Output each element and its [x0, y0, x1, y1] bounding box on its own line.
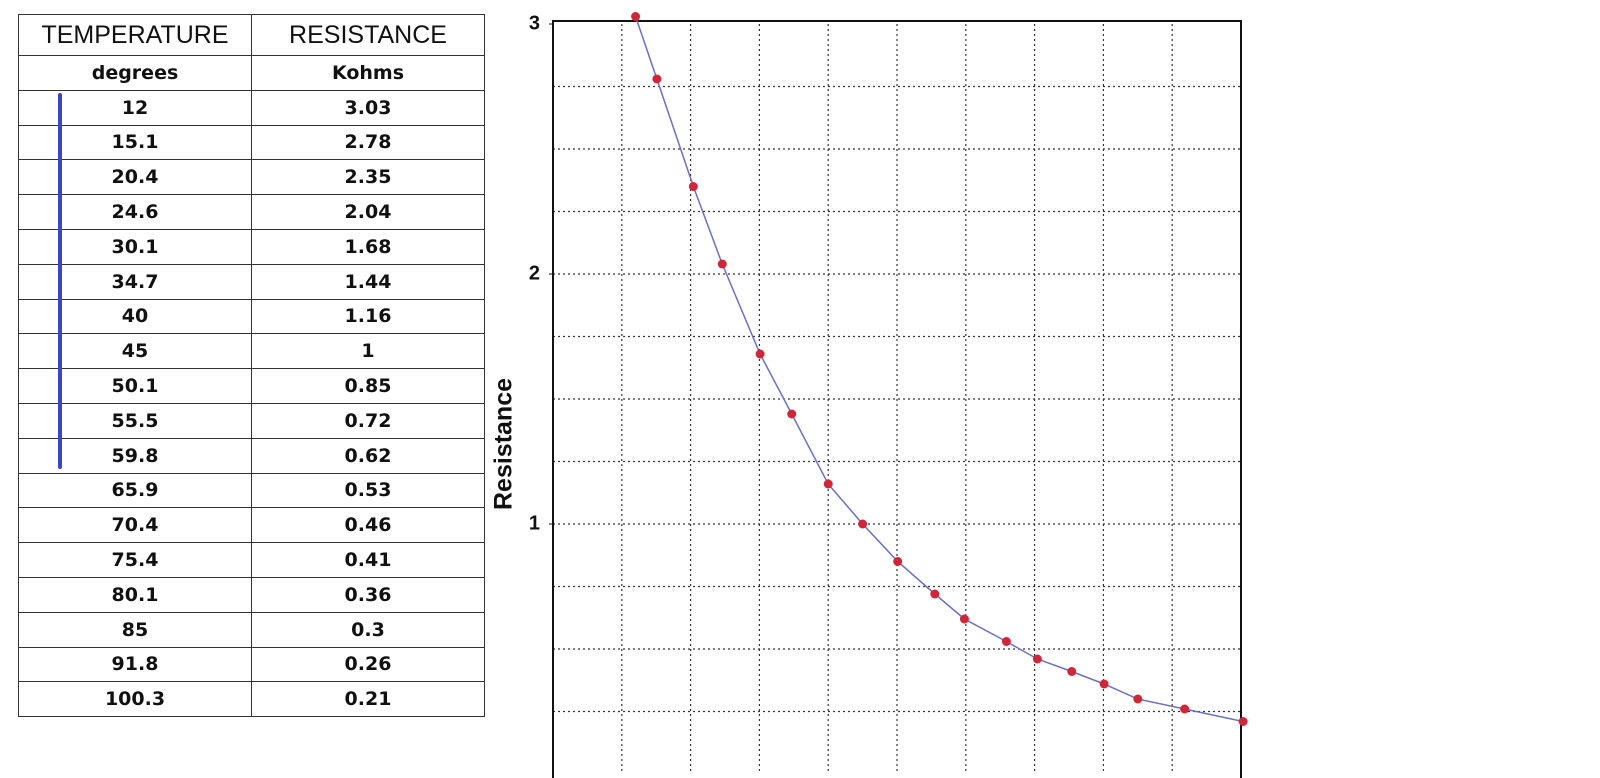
table-cell: 65.9 — [18, 472, 252, 509]
table-row: 24.6 2.04 — [18, 194, 485, 230]
table-cell: 0.36 — [251, 576, 485, 613]
table-row: 40 1.16 — [18, 298, 485, 335]
table-cell: 0.26 — [251, 646, 485, 683]
data-point — [787, 409, 797, 419]
data-point — [717, 259, 727, 269]
y-tick-label: 1 — [529, 512, 540, 534]
data-point — [1032, 654, 1042, 664]
data-point — [631, 12, 641, 21]
table-row: 91.8 0.26 — [18, 646, 485, 683]
y-axis-label: Resistance — [490, 378, 518, 510]
y-tick-label: 2 — [529, 262, 540, 284]
table-cell: 0.85 — [251, 368, 485, 404]
table-row: 34.7 1.44 — [18, 263, 485, 300]
data-point — [1133, 694, 1143, 704]
units-row: degrees Kohms — [18, 55, 485, 91]
data-point — [1238, 717, 1248, 726]
table-row: 45 1 — [18, 333, 485, 370]
table-row: 30.1 1.68 — [18, 228, 485, 265]
table-cell: 1 — [251, 333, 485, 370]
data-point — [688, 182, 698, 191]
table-cell: 100.3 — [18, 681, 252, 718]
unit-cell: degrees — [18, 55, 252, 91]
header-cell: TEMPERATURE — [18, 14, 252, 56]
table-row: 55.5 0.72 — [18, 402, 485, 439]
data-line — [634, 16, 1244, 723]
table-cell: 1.68 — [251, 228, 485, 265]
table-row: 80.1 0.36 — [18, 576, 485, 613]
data-point — [893, 557, 903, 566]
data-point — [823, 479, 833, 489]
header-cell: RESISTANCE — [251, 14, 485, 56]
data-point — [1001, 637, 1011, 646]
table-cell: 0.21 — [251, 681, 485, 718]
table-cell: 2.35 — [251, 159, 485, 196]
data-point — [652, 74, 662, 84]
table-cell: 55.5 — [18, 402, 252, 439]
table-cell: 20.4 — [18, 159, 252, 196]
table-row: 15.1 2.78 — [18, 124, 485, 161]
data-point — [930, 589, 940, 599]
table-cell: 1.16 — [251, 298, 485, 335]
data-table: TEMPERATURE RESISTANCE degrees Kohms 12 3… — [18, 14, 485, 718]
table-cell: 24.6 — [18, 194, 252, 230]
highlight-bar — [58, 93, 62, 469]
table-cell: 45 — [18, 333, 252, 370]
data-point — [1067, 667, 1077, 676]
table-cell: 34.7 — [18, 263, 252, 300]
data-point — [1180, 704, 1190, 714]
table-cell: 40 — [18, 298, 252, 335]
table-row: 20.4 2.35 — [18, 159, 485, 196]
table-row: 59.8 0.62 — [18, 437, 485, 474]
table-cell: 91.8 — [18, 646, 252, 683]
table-cell: 85 — [18, 611, 252, 648]
table-cell: 2.04 — [251, 194, 485, 230]
table-cell: 75.4 — [18, 542, 252, 578]
plot-frame — [552, 20, 1242, 778]
table-cell: 59.8 — [18, 437, 252, 474]
y-tick-label: 3 — [529, 12, 540, 34]
table-cell: 1.44 — [251, 263, 485, 300]
table-row: 50.1 0.85 — [18, 368, 485, 404]
table-row: 65.9 0.53 — [18, 472, 485, 509]
table-cell: 0.53 — [251, 472, 485, 509]
data-point — [755, 349, 765, 359]
table-cell: 2.78 — [251, 124, 485, 161]
data-point — [1099, 679, 1109, 689]
table-row: 12 3.03 — [18, 89, 485, 126]
header-row: TEMPERATURE RESISTANCE — [18, 14, 485, 56]
table-cell: 70.4 — [18, 507, 252, 544]
table-cell: 12 — [18, 89, 252, 126]
table-row: 100.3 0.21 — [18, 681, 485, 718]
table-cell: 0.72 — [251, 402, 485, 439]
data-point — [858, 519, 868, 529]
table-cell: 30.1 — [18, 228, 252, 265]
table-cell: 0.62 — [251, 437, 485, 474]
table-row: 75.4 0.41 — [18, 542, 485, 578]
data-point — [959, 614, 969, 624]
